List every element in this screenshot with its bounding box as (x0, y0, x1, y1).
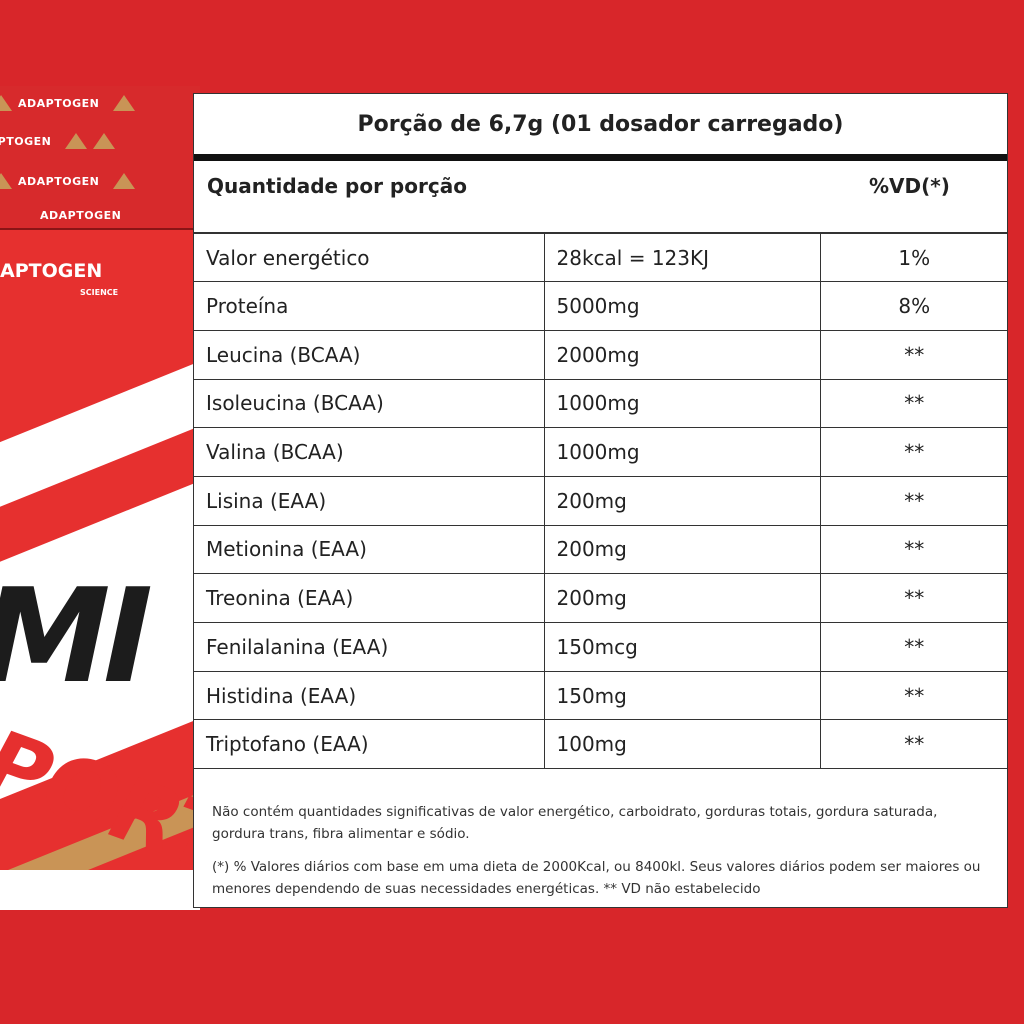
quantity-header: Quantidade por porção (207, 174, 467, 198)
table-row: Isoleucina (BCAA) 1000mg ** (194, 378, 1008, 429)
table-row: Treonina (EAA) 200mg ** (194, 573, 1008, 623)
table-row: Fenilalanina (EAA) 150mcg ** (194, 622, 1008, 672)
portion-title: Porção de 6,7g (01 dosador carregado) (357, 111, 844, 137)
nutrient-name: Metionina (EAA) (194, 524, 545, 575)
table-row: Triptofano (EAA) 100mg ** (194, 719, 1008, 770)
logo-chevron-icon (93, 132, 116, 149)
nutrient-name: Triptofano (EAA) (194, 719, 545, 770)
lid-logo-row: ADAPTOGEN (40, 204, 135, 223)
nutrient-amount: 100mg (543, 719, 821, 770)
nutrition-table: Valor energético 28kcal = 123KJ 1% Proteín… (194, 232, 1008, 770)
nutrient-vd: ** (819, 329, 1008, 380)
nutrient-vd: ** (819, 427, 1008, 477)
nutrient-vd: ** (819, 573, 1008, 623)
nutrient-amount: 28kcal = 123KJ (543, 232, 821, 283)
logo-chevron-icon (0, 94, 12, 111)
nutrient-amount: 1000mg (543, 427, 821, 477)
jar-bottom (0, 870, 200, 910)
nutrient-name: Leucina (BCAA) (194, 329, 545, 380)
table-row: Leucina (BCAA) 2000mg ** (194, 329, 1008, 380)
lid-logo-row: ADAPTOGEN (0, 130, 121, 149)
jar-brand: APTOGEN (0, 260, 103, 282)
footnote-not-significant: Não contém quantidades significativas de… (212, 804, 938, 842)
jar-stripe (0, 345, 200, 515)
nutrient-vd: 8% (819, 281, 1008, 331)
lid-logo: ADAPTOGEN (18, 175, 100, 188)
nutrient-vd: 1% (819, 232, 1008, 283)
header-divider (194, 154, 1007, 161)
nutrient-vd: ** (819, 475, 1008, 526)
nutrient-amount: 1000mg (543, 378, 821, 429)
nutrient-amount: 200mg (543, 573, 821, 623)
nutrient-name: Histidina (EAA) (194, 670, 545, 721)
daily-value-header: %VD(*) (869, 174, 950, 198)
lid-logo-row: ADAPTOGEN (0, 170, 141, 189)
table-row: Metionina (EAA) 200mg ** (194, 524, 1008, 575)
nutrient-amount: 150mcg (543, 622, 821, 672)
nutrient-name: Lisina (EAA) (194, 475, 545, 526)
nutrient-vd: ** (819, 378, 1008, 429)
nutrient-amount: 5000mg (543, 281, 821, 331)
jar-brand-sub: SCIENCE (80, 288, 119, 297)
nutrient-name: Valina (BCAA) (194, 427, 545, 477)
nutrient-name: Fenilalanina (EAA) (194, 622, 545, 672)
nutrition-facts-panel: Porção de 6,7g (01 dosador carregado) Qu… (193, 93, 1008, 908)
table-row: Histidina (EAA) 150mg ** (194, 670, 1008, 721)
lid-logo-row: ADAPTOGEN (0, 92, 141, 111)
lid-logo: ADAPTOGEN (40, 209, 122, 222)
product-jar: APTOGEN SCIENCE MI PORT (0, 230, 200, 910)
nutrient-name: Treonina (EAA) (194, 573, 545, 623)
nutrient-amount: 200mg (543, 475, 821, 526)
nutrient-name: Valor energético (194, 232, 545, 283)
nutrient-amount: 200mg (543, 524, 821, 575)
nutrient-name: Proteína (194, 281, 545, 331)
nutrient-vd: ** (819, 622, 1008, 672)
table-row: Lisina (EAA) 200mg ** (194, 475, 1008, 526)
logo-chevron-icon (113, 172, 136, 189)
nutrient-name: Isoleucina (BCAA) (194, 378, 545, 429)
product-image: ADAPTOGEN ADAPTOGEN ADAPTOGEN ADAPTOGEN … (0, 0, 200, 1024)
table-row: Valor energético 28kcal = 123KJ 1% (194, 232, 1008, 283)
table-row: Valina (BCAA) 1000mg ** (194, 427, 1008, 477)
nutrient-amount: 2000mg (543, 329, 821, 380)
nutrient-vd: ** (819, 524, 1008, 575)
logo-chevron-icon (0, 172, 12, 189)
footnote-daily-values: (*) % Valores diários com base em uma di… (212, 859, 981, 897)
nutrient-vd: ** (819, 719, 1008, 770)
logo-chevron-icon (113, 94, 136, 111)
table-row: Proteína 5000mg 8% (194, 281, 1008, 331)
nutrient-vd: ** (819, 670, 1008, 721)
product-lid: ADAPTOGEN ADAPTOGEN ADAPTOGEN ADAPTOGEN (0, 86, 200, 231)
logo-chevron-icon (65, 132, 88, 149)
lid-logo: ADAPTOGEN (18, 97, 100, 110)
lid-logo: ADAPTOGEN (0, 135, 52, 148)
nutrient-amount: 150mg (543, 670, 821, 721)
